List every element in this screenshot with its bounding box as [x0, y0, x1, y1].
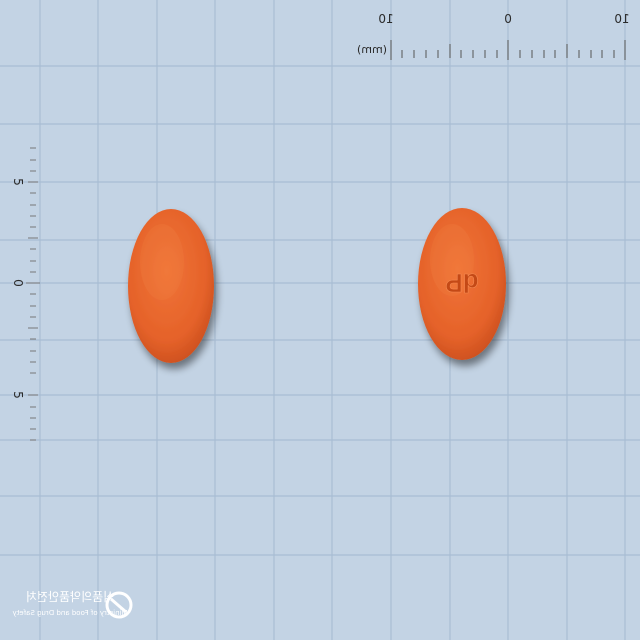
ruler-top-unit: (mm)	[357, 43, 387, 56]
ruler-left-label-center: 0	[11, 279, 25, 287]
ruler-left-label-bottom: 5	[11, 391, 25, 399]
tablet-back: dP	[418, 208, 506, 360]
ruler-top-label-right: 10	[614, 12, 629, 26]
agency-watermark: 식품의약품안전처 Ministry of Food and Drug Safet…	[12, 589, 131, 617]
tablet-imprint: dP	[445, 268, 478, 298]
ruler-left-label-top: 5	[11, 178, 25, 186]
tablet-front	[128, 209, 214, 363]
ruler-top-label-center: 0	[504, 12, 512, 26]
agency-name-korean: 식품의약품안전처	[26, 589, 114, 604]
ruler-top-label-left: 10	[378, 12, 393, 26]
